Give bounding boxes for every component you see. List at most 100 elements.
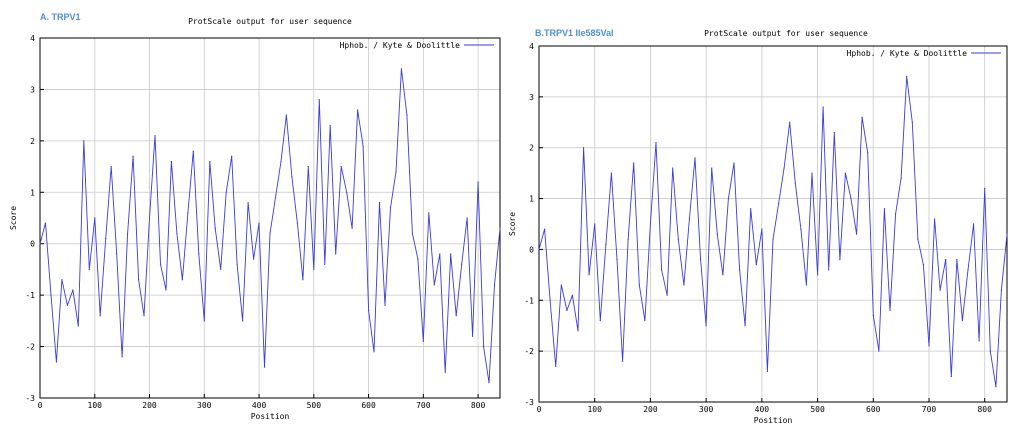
data-point bbox=[482, 345, 485, 348]
data-point bbox=[627, 238, 629, 240]
data-point bbox=[274, 196, 277, 199]
data-point bbox=[242, 320, 244, 322]
y-tick-label: 3 bbox=[30, 85, 35, 94]
data-point bbox=[285, 114, 288, 116]
data-point bbox=[733, 162, 735, 164]
data-point bbox=[450, 253, 452, 255]
data-point bbox=[967, 269, 969, 271]
data-point bbox=[672, 167, 674, 169]
panel-label: B.TRPV1 Ile585Val bbox=[535, 28, 614, 38]
data-point bbox=[313, 268, 315, 271]
data-point bbox=[961, 320, 964, 322]
series-line bbox=[538, 76, 1008, 388]
data-point bbox=[867, 152, 869, 154]
data-point bbox=[472, 335, 474, 337]
data-point bbox=[50, 294, 52, 296]
data-point bbox=[335, 253, 337, 255]
data-point bbox=[192, 150, 194, 152]
data-point bbox=[783, 167, 785, 169]
data-point bbox=[560, 284, 562, 286]
data-point bbox=[989, 350, 991, 352]
data-point bbox=[744, 325, 746, 327]
data-point bbox=[850, 197, 852, 200]
y-tick-label: -3 bbox=[524, 398, 534, 407]
data-point bbox=[894, 213, 897, 215]
data-point bbox=[154, 135, 156, 137]
data-point bbox=[761, 228, 763, 230]
data-point bbox=[400, 68, 403, 70]
data-point bbox=[406, 114, 408, 116]
x-axis-label: Position bbox=[251, 412, 290, 421]
data-point bbox=[477, 181, 479, 183]
x-tick-label: 500 bbox=[810, 405, 825, 414]
data-point bbox=[538, 248, 540, 251]
data-point bbox=[428, 212, 430, 214]
data-point bbox=[816, 274, 819, 276]
data-point bbox=[1006, 233, 1008, 235]
data-point bbox=[722, 274, 724, 276]
data-point bbox=[302, 279, 304, 281]
x-tick-label: 500 bbox=[307, 401, 322, 410]
y-tick-label: 1 bbox=[529, 195, 534, 204]
x-tick-label: 400 bbox=[755, 405, 770, 414]
data-point bbox=[362, 145, 364, 147]
data-point bbox=[384, 304, 386, 307]
data-point bbox=[555, 365, 557, 367]
x-tick-label: 700 bbox=[416, 401, 431, 410]
data-point bbox=[705, 325, 707, 327]
data-point bbox=[247, 201, 249, 204]
data-point bbox=[132, 155, 134, 157]
data-point bbox=[307, 165, 309, 168]
data-point bbox=[594, 223, 596, 225]
y-tick-label: 4 bbox=[529, 42, 534, 51]
data-point bbox=[995, 386, 997, 388]
data-point bbox=[83, 140, 85, 142]
data-point bbox=[439, 253, 441, 255]
data-point bbox=[39, 243, 41, 245]
data-point bbox=[444, 371, 446, 373]
data-point bbox=[945, 259, 947, 261]
x-tick-label: 300 bbox=[699, 405, 714, 414]
y-tick-label: 2 bbox=[30, 137, 35, 146]
data-point bbox=[231, 155, 233, 157]
y-tick-label: -1 bbox=[25, 291, 35, 300]
x-tick-label: 0 bbox=[38, 401, 43, 410]
plot-frame bbox=[538, 45, 1008, 403]
data-point bbox=[878, 350, 880, 352]
data-point bbox=[543, 228, 546, 230]
data-point bbox=[263, 366, 266, 368]
data-point bbox=[44, 222, 47, 224]
data-point bbox=[367, 309, 370, 312]
data-point bbox=[605, 243, 607, 245]
data-point bbox=[209, 160, 211, 163]
x-tick-label: 200 bbox=[643, 405, 658, 414]
x-tick-label: 100 bbox=[88, 401, 103, 410]
data-point bbox=[794, 182, 796, 184]
data-point bbox=[855, 233, 858, 235]
data-point bbox=[116, 253, 118, 255]
data-point bbox=[329, 124, 331, 127]
data-point bbox=[805, 284, 808, 286]
y-tick-label: 0 bbox=[529, 245, 534, 254]
x-tick-label: 800 bbox=[977, 405, 992, 414]
data-point bbox=[198, 253, 200, 255]
data-point bbox=[928, 345, 930, 347]
data-point bbox=[772, 238, 774, 240]
data-point bbox=[711, 167, 713, 169]
data-point bbox=[203, 320, 205, 322]
data-point bbox=[110, 165, 112, 168]
data-point bbox=[488, 381, 490, 384]
data-point bbox=[455, 315, 457, 317]
x-tick-label: 800 bbox=[471, 401, 486, 410]
data-point bbox=[956, 259, 958, 261]
y-tick-label: -1 bbox=[524, 296, 534, 305]
data-point bbox=[844, 172, 847, 174]
data-point bbox=[422, 340, 424, 343]
x-tick-label: 700 bbox=[922, 405, 937, 414]
y-tick-label: 0 bbox=[30, 240, 35, 249]
data-point bbox=[978, 340, 980, 342]
data-point bbox=[417, 258, 419, 260]
data-point bbox=[187, 212, 189, 214]
chart-title: ProtScale output for user sequence bbox=[188, 17, 352, 26]
data-point bbox=[972, 223, 975, 225]
